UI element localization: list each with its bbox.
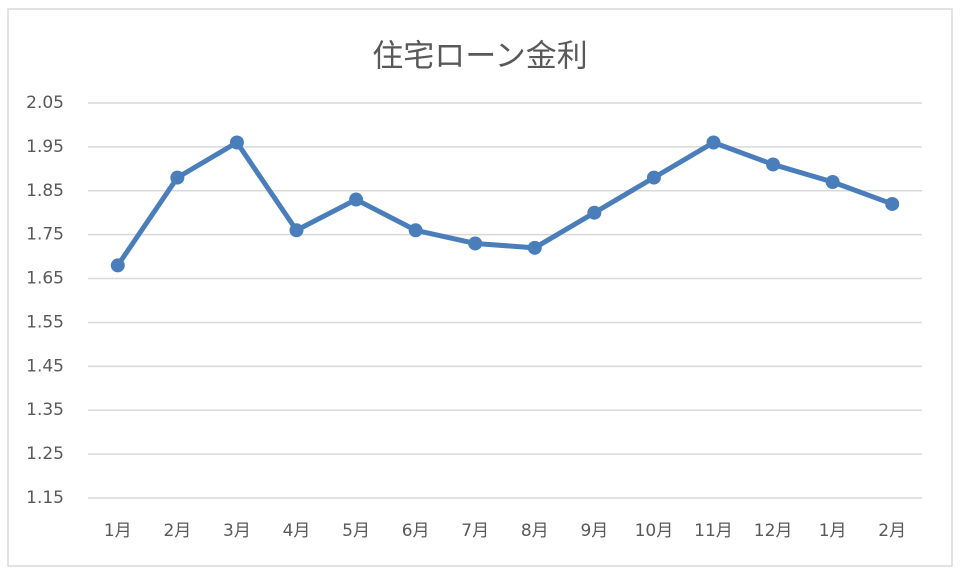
data-point	[349, 192, 364, 207]
data-point	[885, 196, 900, 211]
data-point	[766, 157, 781, 172]
chart-frame	[7, 8, 953, 567]
x-tick-label: 5月	[342, 521, 370, 541]
data-point	[825, 175, 840, 189]
x-tick-label: 1月	[819, 521, 847, 541]
x-tick-label: 11月	[694, 521, 733, 541]
y-tick-label: 1.75	[26, 225, 64, 245]
series-line	[115, 140, 894, 267]
data-point	[170, 170, 185, 185]
x-tick-label: 3月	[223, 521, 251, 541]
y-tick-label: 1.35	[26, 400, 64, 420]
data-point	[527, 240, 542, 255]
data-point	[229, 135, 244, 150]
y-tick-label: 1.25	[26, 444, 64, 464]
x-tick-label: 2月	[163, 521, 191, 541]
x-tick-label: 12月	[754, 521, 793, 541]
x-tick-label: 10月	[635, 521, 674, 541]
data-point	[706, 135, 721, 150]
y-tick-label: 1.45	[26, 356, 64, 376]
y-tick-label: 2.05	[26, 93, 64, 113]
y-tick-label: 1.95	[26, 137, 64, 157]
data-point	[587, 205, 602, 220]
y-tick-label: 1.15	[26, 488, 64, 508]
x-tick-label: 2月	[878, 521, 906, 541]
x-tick-label: 9月	[580, 521, 608, 541]
data-point	[289, 223, 304, 238]
x-tick-label: 8月	[521, 521, 549, 541]
x-tick-label: 1月	[104, 521, 132, 541]
data-point	[110, 258, 125, 273]
x-tick-label: 6月	[402, 521, 430, 541]
x-tick-label: 7月	[461, 521, 489, 541]
chart-title: 住宅ローン金利	[372, 39, 587, 75]
data-point	[408, 223, 423, 238]
y-tick-label: 1.65	[26, 269, 64, 289]
y-tick-label: 1.85	[26, 181, 64, 201]
x-tick-label: 4月	[283, 521, 311, 541]
y-tick-label: 1.55	[26, 312, 64, 332]
data-point	[468, 236, 483, 251]
data-point	[646, 170, 661, 185]
